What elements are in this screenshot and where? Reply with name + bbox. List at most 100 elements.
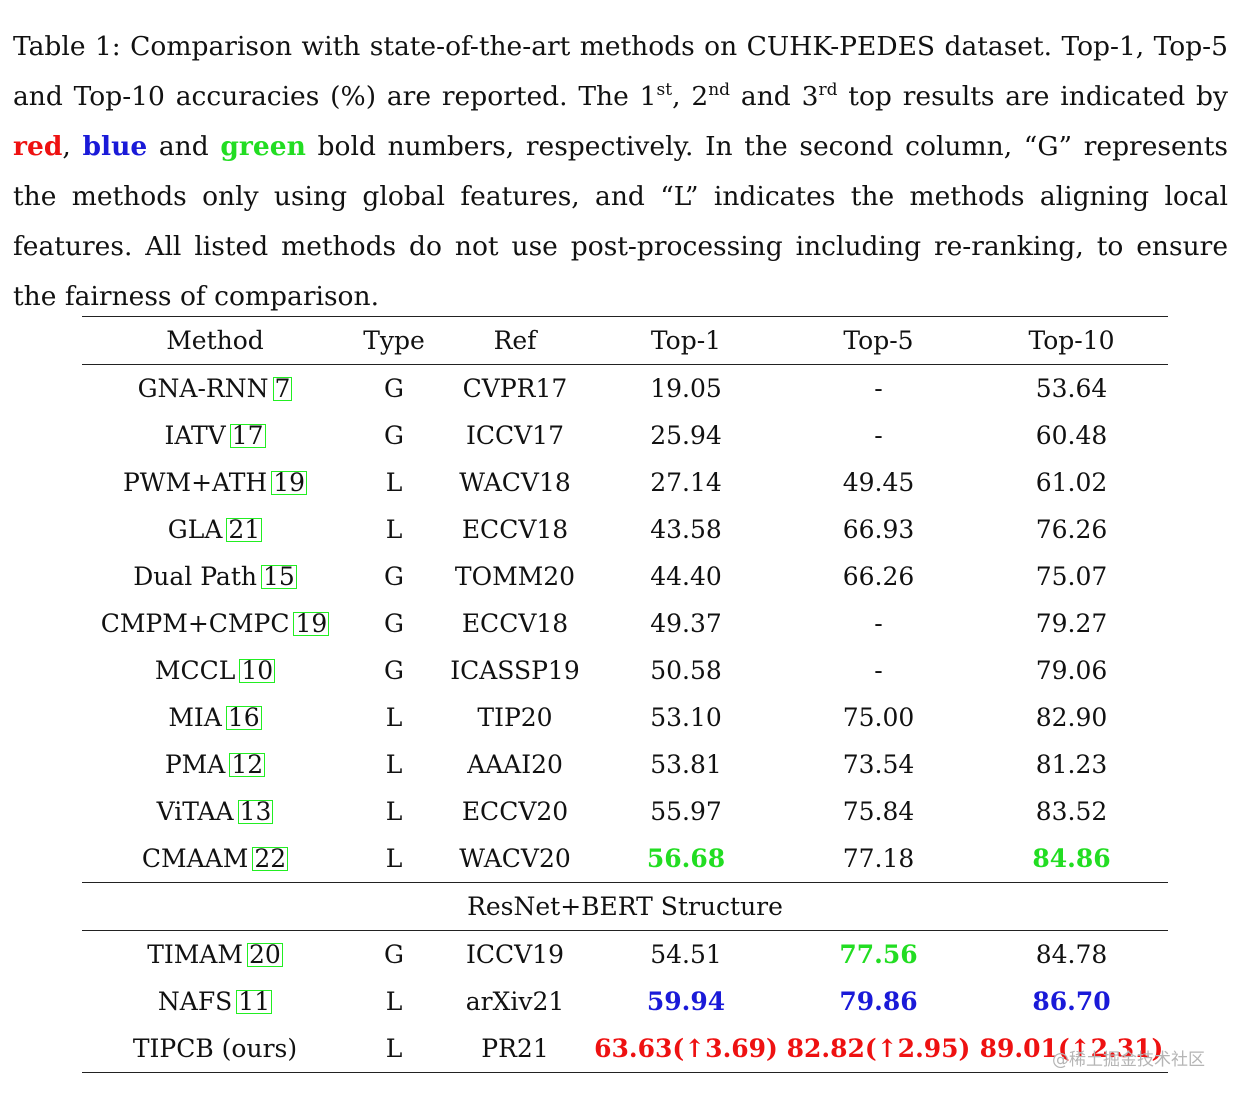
cell-top1: 59.94 <box>646 987 726 1016</box>
method-name: ViTAA <box>156 797 234 826</box>
cell-type: L <box>385 515 403 544</box>
cell-top10: 60.48 <box>1035 421 1108 450</box>
cell-ref: ICCV19 <box>466 940 564 969</box>
table-row: IATV 17 G ICCV17 25.94 - 60.48 <box>82 412 1168 459</box>
caption-sup: rd <box>818 80 838 101</box>
cell-ref: ECCV18 <box>461 609 569 638</box>
cell-method: TIPCB (ours) <box>82 1025 348 1073</box>
cell-ref: TIP20 <box>477 703 553 732</box>
header-row: Method Type Ref Top-1 Top-5 Top-10 <box>82 316 1168 365</box>
table-row: TIPCB (ours) L PR21 63.63(↑3.69) 82.82(↑2.95… <box>82 1025 1168 1073</box>
caption-blue-word: blue <box>82 131 148 162</box>
caption-sup: nd <box>708 80 731 101</box>
method-name: TIMAM <box>147 940 243 969</box>
citation-link[interactable]: 10 <box>239 656 276 685</box>
cell-top5: 79.86 <box>839 987 918 1016</box>
citation-link[interactable]: 13 <box>237 797 274 826</box>
table-row: ViTAA 13 L ECCV20 55.97 75.84 83.52 <box>82 788 1168 835</box>
table-row: MIA 16 L TIP20 53.10 75.00 82.90 <box>82 694 1168 741</box>
cell-top5: - <box>874 421 883 450</box>
header-ref: Ref <box>493 326 537 355</box>
cell-type: L <box>385 844 403 873</box>
citation-link[interactable]: 7 <box>272 374 293 403</box>
cell-type: G <box>384 374 404 403</box>
cell-top1: 27.14 <box>650 468 722 497</box>
citation-link[interactable]: 12 <box>229 750 266 779</box>
cell-top1: 19.05 <box>650 374 722 403</box>
citation-link[interactable]: 21 <box>226 515 263 544</box>
watermark: @稀土掘金技术社区 <box>1052 1050 1205 1070</box>
cell-top1: 53.10 <box>650 703 722 732</box>
cell-top1: 54.51 <box>650 940 722 969</box>
caption-red-word: red <box>13 131 63 162</box>
cell-ref: ECCV20 <box>461 797 569 826</box>
citation-link[interactable]: 20 <box>247 940 283 969</box>
cell-ref: CVPR17 <box>462 374 568 403</box>
table-row: MCCL 10 G ICASSP19 50.58 - 79.06 <box>82 647 1168 694</box>
cell-ref: AAAI20 <box>467 750 563 779</box>
cell-type: G <box>384 562 404 591</box>
cell-method: TIMAM 20 <box>82 931 348 979</box>
cell-type: G <box>384 656 404 685</box>
cell-top10: 81.23 <box>1035 750 1108 779</box>
cell-top1: 56.68 <box>646 844 726 873</box>
caption-green-word: green <box>220 131 306 162</box>
cell-top10: 76.26 <box>1035 515 1108 544</box>
caption-text: , 2 <box>672 81 709 112</box>
method-name: GLA <box>167 515 223 544</box>
cell-top10: 83.52 <box>1035 797 1108 826</box>
cell-top1: 50.58 <box>650 656 722 685</box>
cell-top10: 75.07 <box>1035 562 1108 591</box>
cell-top5: - <box>874 656 883 685</box>
cell-type: L <box>385 797 403 826</box>
cell-type: L <box>385 1034 403 1063</box>
header-type: Type <box>363 326 425 355</box>
header-top10: Top-10 <box>1028 326 1115 355</box>
method-name: MCCL <box>154 656 236 685</box>
cell-ref: PR21 <box>481 1034 549 1063</box>
cell-ref: WACV18 <box>459 468 571 497</box>
cell-top1: 44.40 <box>650 562 722 591</box>
citation-link[interactable]: 22 <box>252 844 289 873</box>
header-top5: Top-5 <box>843 326 914 355</box>
cell-ref: TOMM20 <box>454 562 576 591</box>
cell-type: L <box>385 987 403 1016</box>
cell-top5: 75.00 <box>842 703 915 732</box>
section-row: ResNet+BERT Structure <box>82 882 1168 931</box>
cell-ref: ICCV17 <box>466 421 564 450</box>
cell-type: L <box>385 703 403 732</box>
citation-link[interactable]: 11 <box>236 987 273 1016</box>
citation-link[interactable]: 15 <box>260 562 297 591</box>
cell-top10: 79.06 <box>1035 656 1108 685</box>
cell-top5: 49.45 <box>842 468 915 497</box>
citation-link[interactable]: 17 <box>229 421 266 450</box>
caption-sup: st <box>656 80 673 101</box>
cell-top5: 77.56 <box>839 940 918 969</box>
table-body-group-1: GNA-RNN 7 G CVPR17 19.05 - 53.64 IATV 17 G ICCV17 2… <box>82 365 1168 883</box>
table-row: Dual Path 15 G TOMM20 44.40 66.26 75.07 <box>82 553 1168 600</box>
cell-method: Dual Path 15 <box>82 553 348 600</box>
method-name: IATV <box>164 421 226 450</box>
table-row: TIMAM 20 G ICCV19 54.51 77.56 84.78 <box>82 931 1168 979</box>
citation-link[interactable]: 19 <box>271 468 308 497</box>
cell-method: ViTAA 13 <box>82 788 348 835</box>
method-name: NAFS <box>157 987 233 1016</box>
cell-top1: 43.58 <box>650 515 722 544</box>
cell-method: MCCL 10 <box>82 647 348 694</box>
citation-link[interactable]: 19 <box>293 609 330 638</box>
cell-top5: 75.84 <box>842 797 915 826</box>
cell-ref: WACV20 <box>459 844 571 873</box>
caption-text: Table 1: Comparison with state-of-the-ar… <box>13 31 1228 112</box>
citation-link[interactable]: 16 <box>225 703 262 732</box>
cell-top5: 73.54 <box>842 750 915 779</box>
table-row: PWM+ATH 19 L WACV18 27.14 49.45 61.02 <box>82 459 1168 506</box>
header-top1: Top-1 <box>650 326 722 355</box>
cell-top1: 53.81 <box>650 750 722 779</box>
cell-top1: 55.97 <box>650 797 722 826</box>
method-name: PWM+ATH <box>122 468 268 497</box>
method-name: MIA <box>168 703 222 732</box>
cell-method: MIA 16 <box>82 694 348 741</box>
cell-top1: 63.63(↑3.69) <box>594 1034 778 1063</box>
table-caption: Table 1: Comparison with state-of-the-ar… <box>13 22 1228 322</box>
